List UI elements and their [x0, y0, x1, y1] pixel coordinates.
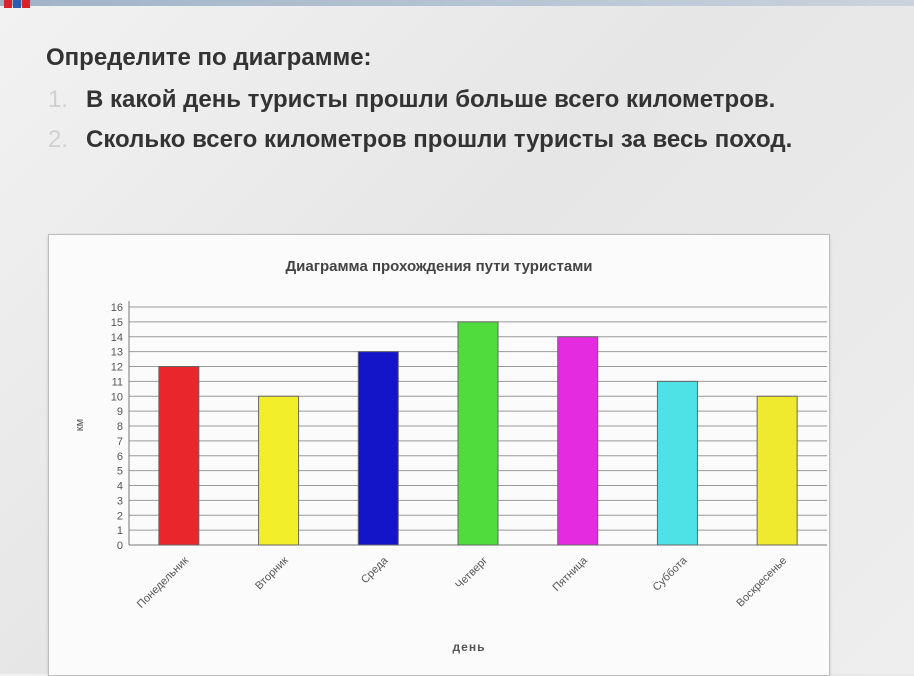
bar-3: [357, 351, 399, 546]
task-text: Определите по диаграмме: 1. В какой день…: [46, 44, 906, 166]
chart-title: Диаграмма прохождения пути туристами: [285, 258, 592, 275]
y-tick-label: 15: [111, 317, 123, 329]
bar-7: [756, 395, 798, 546]
y-tick-label: 7: [117, 436, 123, 448]
bar-2: [258, 395, 300, 546]
x-tick-label: Пятница: [551, 554, 591, 594]
y-tick-label: 3: [117, 495, 123, 507]
chart-container: Диаграмма прохождения пути туристами 0 1 2 3…: [48, 234, 830, 676]
x-tick-label: Понедельник: [135, 555, 191, 611]
y-tick-label: 10: [111, 391, 123, 403]
y-tick-label: 0: [117, 540, 123, 552]
y-tick-label: 12: [111, 362, 123, 374]
task-list: 1. В какой день туристы прошли больше вс…: [46, 86, 906, 154]
bar-4: [457, 321, 499, 546]
x-tick-label: Суббота: [651, 554, 691, 594]
task-item-number: 1.: [48, 86, 69, 113]
y-tick-label: 4: [117, 481, 123, 493]
x-tick-label: Среда: [359, 554, 391, 586]
y-tick-label: 11: [112, 376, 123, 388]
bar-1: [158, 366, 200, 546]
task-item-2: 2. Сколько всего километров прошли турис…: [48, 126, 906, 154]
task-item-text: Сколько всего километров прошли туристы …: [86, 126, 793, 153]
y-tick-label: 16: [111, 302, 123, 314]
x-tick-label: Четверг: [453, 555, 490, 592]
logo-icon: [4, 0, 34, 12]
y-tick-label: 9: [117, 406, 123, 418]
top-bar: [0, 0, 914, 6]
task-item-text: В какой день туристы прошли больше всего…: [86, 86, 776, 113]
bar-5: [557, 336, 599, 546]
y-tick-label: 2: [117, 510, 123, 522]
y-tick-label: 6: [117, 451, 123, 463]
task-item-number: 2.: [48, 126, 69, 153]
y-axis-label: км: [74, 419, 86, 431]
x-tick-label: Воскресенье: [734, 555, 789, 610]
task-heading: Определите по диаграмме:: [46, 44, 372, 71]
x-axis-label: день: [453, 640, 486, 654]
x-tick-label: Вторник: [253, 555, 291, 593]
y-tick-label: 8: [117, 421, 123, 433]
y-tick-label: 1: [117, 525, 123, 537]
bar-chart: Диаграмма прохождения пути туристами0123…: [74, 258, 827, 654]
y-tick-label: 5: [117, 466, 123, 478]
y-tick-label: 14: [111, 332, 123, 344]
task-item-1: 1. В какой день туристы прошли больше вс…: [48, 86, 906, 114]
y-tick-label: 13: [111, 347, 123, 359]
bar-6: [656, 380, 698, 546]
